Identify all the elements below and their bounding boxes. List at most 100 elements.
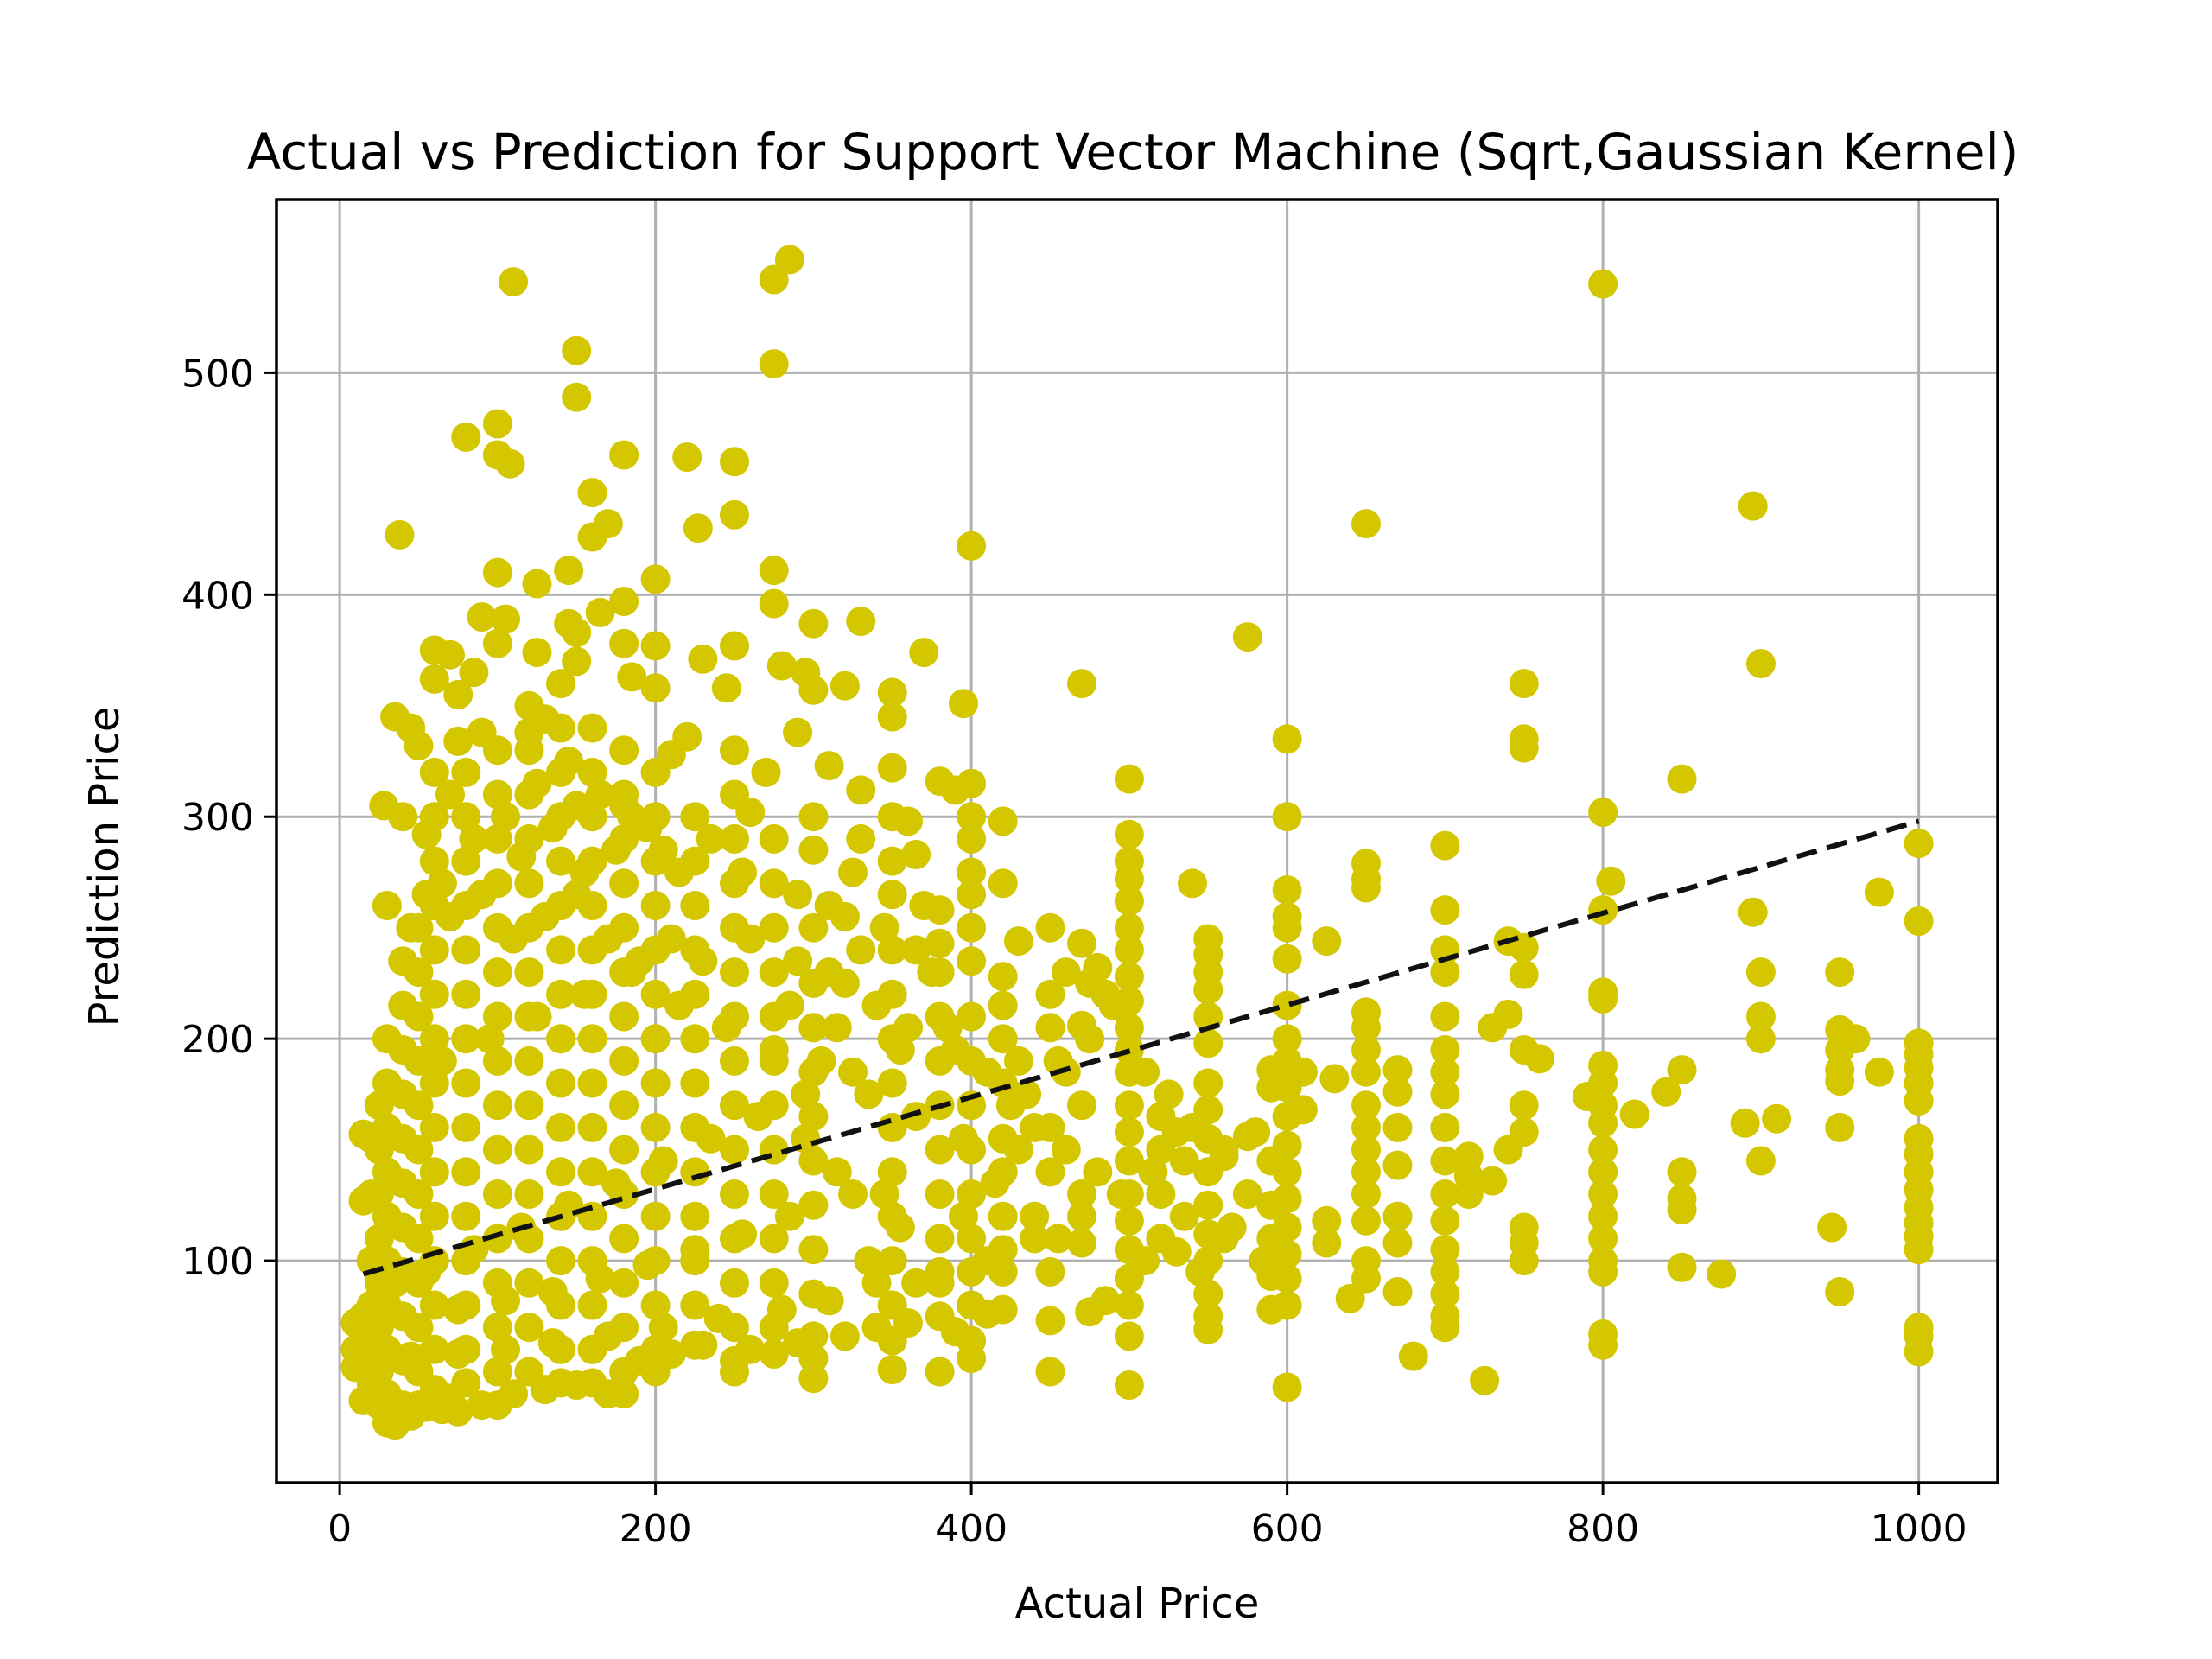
data-point (1430, 830, 1460, 861)
data-point (846, 607, 876, 637)
data-point (419, 1201, 449, 1231)
data-point (838, 1179, 868, 1209)
data-point (640, 631, 671, 661)
data-point (601, 1168, 631, 1198)
data-point (1193, 1279, 1224, 1309)
data-point (1051, 1135, 1081, 1165)
data-point (720, 779, 749, 810)
data-point (419, 802, 449, 832)
data-point (1130, 1057, 1160, 1087)
data-point (774, 1201, 804, 1231)
data-point (482, 628, 512, 658)
data-point (1114, 819, 1144, 849)
data-point (696, 1123, 726, 1154)
data-point (1745, 1001, 1776, 1032)
data-point (720, 957, 749, 988)
data-point (451, 1024, 481, 1054)
data-point (972, 1299, 1002, 1329)
data-point (648, 1146, 678, 1176)
data-point (467, 1390, 497, 1421)
data-point (957, 857, 987, 887)
data-point (640, 1068, 671, 1098)
data-point (759, 349, 789, 379)
data-point (1130, 1246, 1160, 1276)
data-point (640, 673, 671, 703)
data-point (1232, 622, 1262, 652)
data-point (1825, 957, 1855, 988)
data-point (1067, 1179, 1096, 1209)
data-point (467, 602, 497, 632)
data-point (814, 1286, 844, 1316)
data-point (822, 1013, 852, 1043)
data-point (759, 823, 789, 854)
data-point (419, 757, 449, 787)
data-point (1114, 886, 1144, 916)
data-point (1256, 1294, 1287, 1325)
data-point (720, 631, 749, 661)
data-point (1470, 1365, 1500, 1395)
data-point (1430, 1112, 1460, 1142)
data-point (1114, 1013, 1144, 1043)
data-point (1745, 1146, 1776, 1176)
data-point (554, 747, 584, 776)
data-point (957, 912, 987, 943)
data-point (861, 1313, 892, 1343)
data-point (656, 1339, 686, 1369)
data-point (759, 912, 789, 943)
data-point (877, 702, 907, 732)
data-point (562, 618, 592, 647)
data-point (1382, 1228, 1413, 1258)
data-point (514, 957, 544, 988)
data-point (798, 1235, 829, 1265)
data-point (949, 1123, 978, 1154)
data-point (861, 990, 892, 1020)
data-point (585, 1263, 615, 1294)
data-point (640, 1112, 671, 1142)
data-point (877, 802, 907, 832)
data-point (1178, 868, 1207, 899)
data-point (1509, 1090, 1539, 1121)
data-point (680, 1024, 710, 1054)
data-point (482, 823, 512, 854)
data-point (482, 1224, 512, 1254)
data-point (877, 677, 907, 708)
data-point (1382, 1150, 1413, 1180)
data-point (759, 1035, 789, 1065)
data-point (451, 802, 481, 832)
data-point (957, 823, 987, 854)
data-point (562, 335, 592, 365)
data-point (514, 1090, 544, 1121)
data-point (459, 823, 489, 854)
x-tick-label: 600 (1251, 1507, 1324, 1551)
data-point (385, 519, 415, 550)
data-point (720, 1135, 749, 1165)
data-point (648, 1313, 678, 1343)
data-point (940, 1317, 970, 1347)
data-point (957, 802, 987, 832)
data-point (680, 802, 710, 832)
data-point (537, 1277, 568, 1306)
data-point (1382, 1112, 1413, 1142)
data-point (522, 569, 552, 599)
data-point (577, 1290, 607, 1320)
y-tick-label: 100 (181, 1240, 254, 1284)
data-point (522, 638, 552, 668)
data-point (759, 1268, 789, 1298)
data-point (640, 979, 671, 1009)
data-point (869, 912, 899, 943)
data-point (482, 735, 512, 766)
data-point (1430, 1179, 1460, 1209)
plot-frame (275, 198, 1999, 1484)
data-point (846, 823, 876, 854)
data-point (1193, 1190, 1224, 1220)
data-point (877, 846, 907, 876)
data-point (443, 726, 474, 756)
data-point (1509, 959, 1539, 989)
data-point (419, 979, 449, 1009)
data-point (1430, 895, 1460, 925)
data-point (1509, 669, 1539, 699)
data-point (1114, 1146, 1144, 1176)
data-point (609, 1135, 639, 1165)
data-point (451, 1201, 481, 1231)
data-point (672, 442, 702, 472)
